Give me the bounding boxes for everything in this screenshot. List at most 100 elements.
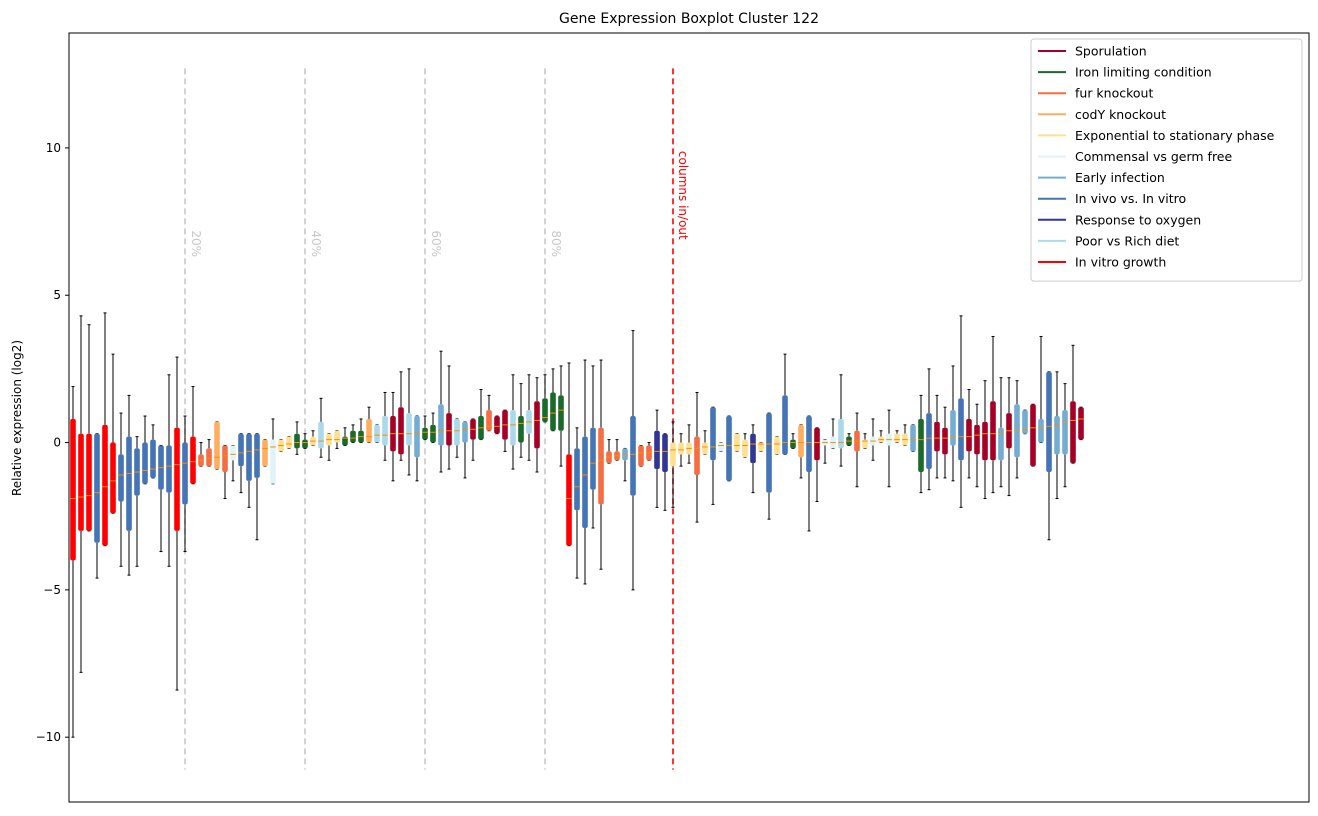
box-26 xyxy=(270,439,276,484)
box-50 xyxy=(462,421,468,443)
box-56 xyxy=(510,410,516,446)
y-axis-label: Relative expression (log2) xyxy=(10,340,24,496)
percent-guide-label: 80% xyxy=(549,230,563,257)
box-49 xyxy=(454,418,460,446)
chart-title: Gene Expression Boxplot Cluster 122 xyxy=(559,11,819,27)
box-54 xyxy=(494,416,500,434)
box-113 xyxy=(966,418,972,452)
box-80 xyxy=(702,442,708,455)
legend-box xyxy=(1030,38,1303,282)
box-25 xyxy=(262,439,268,467)
percent-guide-label: 40% xyxy=(309,230,323,257)
box-19 xyxy=(214,421,220,470)
plot-layer: 20% 40% 60% 80% columns in/out xyxy=(70,68,1084,770)
box-5 xyxy=(102,424,108,546)
box-29 xyxy=(294,433,300,449)
box-85 xyxy=(742,439,748,458)
y-tick-label: −5 xyxy=(43,583,61,597)
box-36 xyxy=(350,430,356,443)
box-112 xyxy=(958,398,964,461)
box-64 xyxy=(574,448,580,511)
legend-entry: codY knockout xyxy=(1075,107,1166,122)
box-46 xyxy=(430,424,436,443)
box-91 xyxy=(790,439,796,449)
box-18 xyxy=(206,448,212,467)
box-53 xyxy=(486,410,492,431)
box-63 xyxy=(566,454,572,546)
box-1 xyxy=(70,418,76,561)
legend-entry: Sporulation xyxy=(1075,44,1147,59)
box-30 xyxy=(302,439,308,449)
box-57 xyxy=(518,416,524,443)
box-107 xyxy=(918,418,924,473)
box-8 xyxy=(126,436,132,531)
box-15 xyxy=(182,442,188,505)
box-110 xyxy=(942,427,948,455)
box-72 xyxy=(638,445,644,467)
box-47 xyxy=(438,404,444,446)
box-71 xyxy=(630,416,636,496)
box-123 xyxy=(1046,371,1052,473)
axes-layer: Gene Expression Boxplot Cluster 122 Rela… xyxy=(10,11,1310,803)
box-11 xyxy=(150,439,156,478)
box-22 xyxy=(238,433,244,467)
box-48 xyxy=(446,413,452,446)
box-121 xyxy=(1030,404,1036,467)
box-81 xyxy=(710,407,716,461)
box-125 xyxy=(1062,410,1068,455)
box-100 xyxy=(862,439,868,449)
legend-entry: Iron limiting condition xyxy=(1075,65,1212,80)
box-76 xyxy=(670,442,676,467)
box-59 xyxy=(534,401,540,449)
box-108 xyxy=(926,413,932,470)
box-109 xyxy=(934,421,940,452)
box-7 xyxy=(118,454,124,502)
legend-entry: Commensal vs germ free xyxy=(1075,149,1232,164)
box-124 xyxy=(1054,416,1060,455)
y-tick-label: 10 xyxy=(46,141,61,155)
percent-guide-label: 20% xyxy=(189,230,203,257)
box-40 xyxy=(382,416,388,446)
box-13 xyxy=(166,445,172,493)
legend-entry: In vitro growth xyxy=(1075,255,1166,270)
y-tick-label: −10 xyxy=(36,730,61,744)
box-45 xyxy=(422,427,428,440)
box-115 xyxy=(982,421,988,461)
box-2 xyxy=(78,433,84,531)
box-23 xyxy=(246,433,252,481)
box-90 xyxy=(782,395,788,455)
box-83 xyxy=(726,416,732,481)
legend-entry: In vivo vs. In vitro xyxy=(1075,191,1186,206)
box-86 xyxy=(750,433,756,464)
box-21 xyxy=(230,445,236,461)
box-28 xyxy=(286,436,292,449)
box-16 xyxy=(190,436,196,484)
box-104 xyxy=(894,433,900,443)
y-tick-label: 5 xyxy=(53,288,61,302)
box-34 xyxy=(334,430,340,443)
box-62 xyxy=(558,395,564,431)
box-61 xyxy=(550,392,556,431)
y-tick-label: 0 xyxy=(53,436,61,450)
box-117 xyxy=(998,427,1004,461)
box-42 xyxy=(398,407,404,455)
box-93 xyxy=(806,416,812,473)
box-24 xyxy=(254,433,260,478)
box-44 xyxy=(414,416,420,458)
box-106 xyxy=(910,424,916,452)
box-114 xyxy=(974,424,980,455)
box-122 xyxy=(1038,418,1044,443)
box-74 xyxy=(654,430,660,470)
legend-entry: Early infection xyxy=(1075,170,1165,185)
legend-entry: fur knockout xyxy=(1075,86,1153,101)
split-line-label: columns in/out xyxy=(676,151,690,240)
legend-entry: Poor vs Rich diet xyxy=(1075,233,1179,248)
box-10 xyxy=(142,442,148,484)
legend-entry: Exponential to stationary phase xyxy=(1075,128,1275,143)
percent-guide-label: 60% xyxy=(429,230,443,257)
box-89 xyxy=(774,436,780,455)
box-75 xyxy=(662,433,668,473)
box-77 xyxy=(678,442,684,455)
box-6 xyxy=(110,442,116,514)
